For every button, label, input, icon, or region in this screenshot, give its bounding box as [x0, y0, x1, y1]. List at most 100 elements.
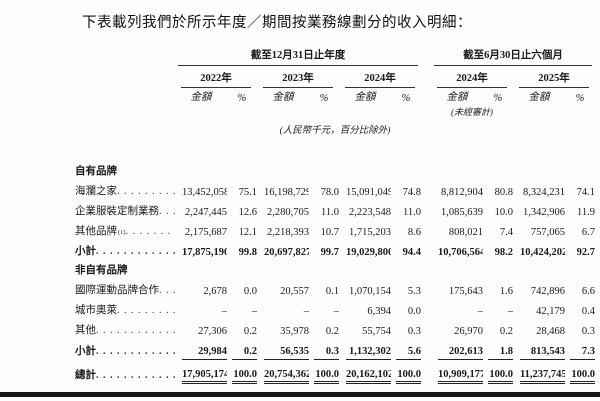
- amount-header: 金額: [528, 92, 550, 103]
- row-label: 自有品牌: [75, 166, 117, 177]
- percent-cell: –: [251, 306, 257, 317]
- percent-cell: 7.3: [565, 339, 595, 360]
- year-2025: 2025年: [513, 66, 595, 88]
- year-label: 2024年: [345, 70, 415, 88]
- amount-cell: 8,324,231: [523, 187, 565, 198]
- percent-cell: 100.0: [391, 360, 421, 384]
- percent-cell: 100.0: [565, 360, 595, 384]
- percent-cell: 92.7: [576, 247, 595, 258]
- leader-dots: [96, 370, 175, 382]
- leader-dots: [126, 226, 175, 238]
- percent-cell: 1.6: [499, 286, 513, 297]
- amount-cell: 20,697,827: [264, 247, 309, 258]
- percent-cell: 11.9: [577, 207, 595, 218]
- amount-cell: 28,468: [536, 326, 565, 337]
- header-gap: [75, 136, 595, 161]
- group-gap: [421, 220, 431, 240]
- leader-dots: [96, 246, 175, 258]
- annual-group-header: 截至12月31日止年度: [175, 46, 421, 66]
- amount-cell: –: [221, 306, 227, 317]
- period-group-header-row: 截至12月31日止年度 截至6月30日止六個月: [75, 46, 595, 66]
- percent-cell: –: [507, 306, 513, 317]
- amount-header: 金額: [190, 92, 212, 103]
- amount-cell: 11,237,745: [513, 360, 565, 384]
- row-label-cell: 企業服裝定制業務: [75, 200, 175, 220]
- amount-cell: 202,613: [431, 339, 483, 360]
- percent-cell: 0.2: [499, 326, 513, 337]
- row-label: 總計: [75, 370, 96, 381]
- percent-cell: 80.8: [494, 187, 513, 198]
- amount-cell: 742,896: [530, 286, 565, 297]
- percent-header: %: [401, 93, 411, 104]
- percent-cell: 0.3: [407, 326, 421, 337]
- footnote-marker: (1): [118, 229, 126, 236]
- amount-cell: 2,678: [203, 286, 227, 297]
- amount-cell: 1,070,154: [349, 286, 391, 297]
- row-label: 小計: [75, 346, 96, 357]
- table-row: 小計 17,875,190 99.8 20,697,827 99.7 19,029,800…: [75, 240, 595, 260]
- percent-cell: 0.2: [227, 339, 257, 360]
- year-2022: 2022年: [175, 66, 257, 88]
- table-row: 城市奧萊 – – – – 6,394 0.0 – – 42,179 0.4: [75, 299, 595, 319]
- percent-cell: 0.3: [309, 339, 339, 360]
- row-label: 小計: [75, 246, 96, 257]
- percent-cell: 98.2: [494, 247, 513, 258]
- revenue-breakdown-table: 截至12月31日止年度 截至6月30日止六個月 2022年 2023年 2024…: [75, 46, 595, 384]
- amount-header: 金額: [272, 92, 294, 103]
- amount-cell: 20,162,102: [339, 360, 391, 384]
- percent-cell: 99.8: [238, 247, 257, 258]
- percent-cell: 75.1: [238, 187, 257, 198]
- percent-cell: 99.7: [320, 247, 339, 258]
- row-label-cell: 海瀾之家: [75, 180, 175, 200]
- table-row: 其他品牌(1) 2,175,687 12.1 2,218,393 10.7 1,715,2…: [75, 220, 595, 240]
- row-label: 非自有品牌: [75, 265, 128, 276]
- percent-cell: 12.1: [238, 227, 257, 238]
- percent-cell: 78.0: [320, 187, 339, 198]
- amount-cell: 26,970: [454, 326, 483, 337]
- row-label-cell: 其他: [75, 319, 175, 339]
- percent-cell: 1.8: [483, 339, 513, 360]
- percent-cell: 0.2: [243, 326, 257, 337]
- table-row: 國際運動品牌合作 2,678 0.0 20,557 0.1 1,070,154 5.3 175…: [75, 279, 595, 299]
- amount-cell: 16,198,729: [264, 187, 309, 198]
- amount-cell: 10,909,177: [431, 360, 483, 384]
- interim-group-label: 截至6月30日止六個月: [434, 47, 592, 66]
- amount-cell: 20,754,362: [257, 360, 309, 384]
- row-label-cell: 非自有品牌: [75, 260, 175, 279]
- leader-dots: [117, 305, 175, 317]
- percent-cell: 6.6: [581, 286, 595, 297]
- amount-cell: 175,643: [448, 286, 483, 297]
- interim-group-header: 截至6月30日止六個月: [431, 46, 595, 66]
- percent-cell: 5.3: [407, 286, 421, 297]
- amount-cell: 15,091,049: [346, 187, 391, 198]
- page-title: 下表載列我們於所示年度／期間按業務線劃分的收入明細：: [82, 15, 472, 31]
- amount-cell: 35,978: [280, 326, 309, 337]
- amount-cell: 2,223,548: [349, 207, 391, 218]
- amount-cell: 10,706,564: [438, 247, 483, 258]
- amount-cell: 2,280,705: [267, 207, 309, 218]
- amount-cell: 2,218,393: [267, 227, 309, 238]
- amount-percent-header-row: 金額 % 金額 % 金額 % 金額 % 金額 %: [75, 88, 595, 105]
- amount-cell: 808,021: [448, 227, 483, 238]
- year-label: 2025年: [519, 70, 589, 88]
- percent-cell: 0.1: [325, 286, 339, 297]
- row-label: 其他: [75, 325, 96, 336]
- percent-header: %: [575, 93, 585, 104]
- row-label-cell: 其他品牌 (1): [75, 220, 175, 240]
- row-label-cell: 小計: [75, 240, 175, 260]
- row-label: 城市奧萊: [75, 305, 117, 316]
- table-row: 其他 27,306 0.2 35,978 0.2 55,754 0.3 26,970 0.2 28…: [75, 319, 595, 339]
- section-header-row: 自有品牌: [75, 161, 595, 180]
- amount-cell: 757,065: [530, 227, 565, 238]
- row-label-cell: 小計: [75, 339, 175, 360]
- percent-header: %: [237, 93, 247, 104]
- group-gap: [421, 240, 431, 260]
- group-gap: [421, 299, 431, 319]
- amount-cell: 6,394: [367, 306, 391, 317]
- amount-cell: 17,875,190: [182, 247, 227, 258]
- row-label: 海瀾之家: [75, 186, 117, 197]
- amount-cell: –: [477, 306, 483, 317]
- annual-group-label: 截至12月31日止年度: [178, 47, 418, 66]
- percent-cell: 11.0: [403, 207, 421, 218]
